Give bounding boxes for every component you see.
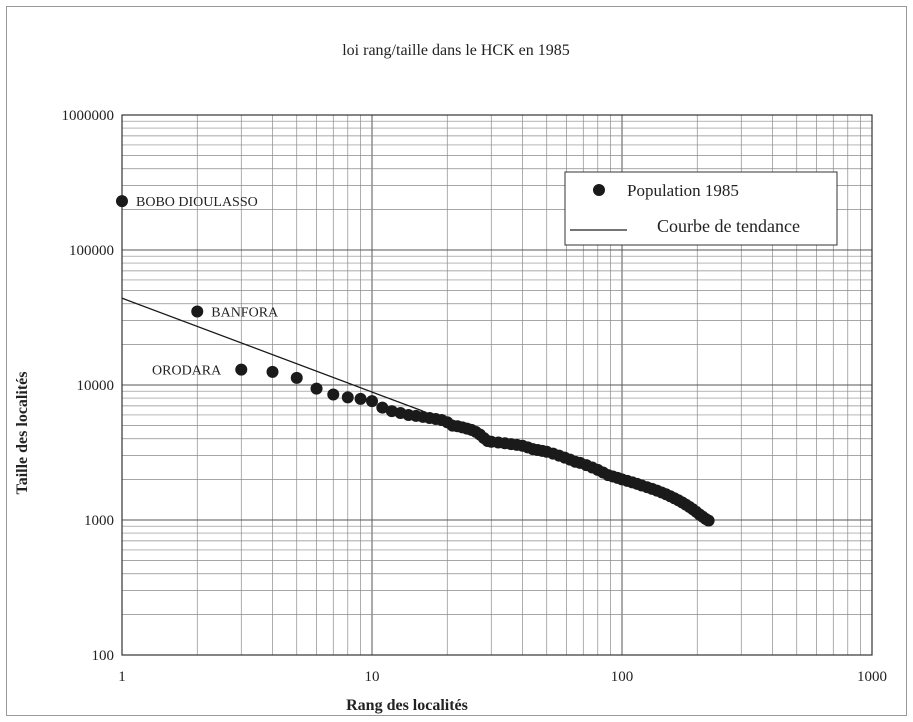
legend-box: [564, 171, 838, 246]
data-point: [310, 382, 323, 395]
legend-label-trend: Courbe de tendance: [657, 216, 800, 236]
x-tick-label: 1000: [857, 669, 887, 685]
point-annotation: ORODARA: [152, 364, 222, 379]
grid: [121, 115, 872, 656]
data-point: [376, 401, 389, 414]
y-tick-label: 1000000: [62, 108, 115, 124]
y-axis-label: Taille des localités: [14, 372, 31, 495]
data-point: [116, 195, 128, 208]
legend-label-population: Population 1985: [627, 181, 739, 200]
annotations: BOBO DIOULASSO BANFORA ORODARA: [136, 195, 279, 378]
chart-title: loi rang/taille dans le HCK en 1985: [342, 42, 570, 59]
plot-area: [121, 114, 873, 656]
legend-marker-population: [593, 184, 605, 196]
x-tick-label: 100: [611, 669, 634, 685]
data-point: [341, 391, 354, 404]
data-points: [116, 195, 715, 527]
y-tick-label: 100: [92, 648, 115, 664]
x-axis-label: Rang des localités: [346, 697, 468, 714]
y-tick-label: 1000: [84, 513, 114, 529]
x-tick-label: 1: [118, 669, 126, 685]
rank-size-chart: loi rang/taille dans le HCK en 1985 1001…: [14, 42, 887, 714]
data-point: [327, 388, 340, 401]
point-annotation: BANFORA: [211, 306, 279, 321]
y-axis-ticks: 100 1000 10000 100000 1000000: [62, 108, 115, 664]
data-point: [290, 371, 303, 384]
y-tick-label: 10000: [77, 378, 115, 394]
data-point: [354, 392, 367, 405]
data-point: [366, 395, 378, 408]
trend-line: [121, 297, 424, 412]
data-point: [235, 363, 248, 376]
point-annotation: BOBO DIOULASSO: [136, 195, 258, 210]
data-point: [702, 514, 715, 527]
trend-line-group: [121, 297, 424, 412]
legend: Population 1985 Courbe de tendance: [564, 171, 838, 246]
data-point: [191, 305, 204, 318]
data-point: [266, 365, 279, 378]
x-tick-label: 10: [365, 669, 380, 685]
y-tick-label: 100000: [69, 243, 114, 259]
x-axis-ticks: 1 10 100 1000: [118, 669, 887, 685]
chart-frame: loi rang/taille dans le HCK en 1985 100 1…: [6, 6, 907, 716]
